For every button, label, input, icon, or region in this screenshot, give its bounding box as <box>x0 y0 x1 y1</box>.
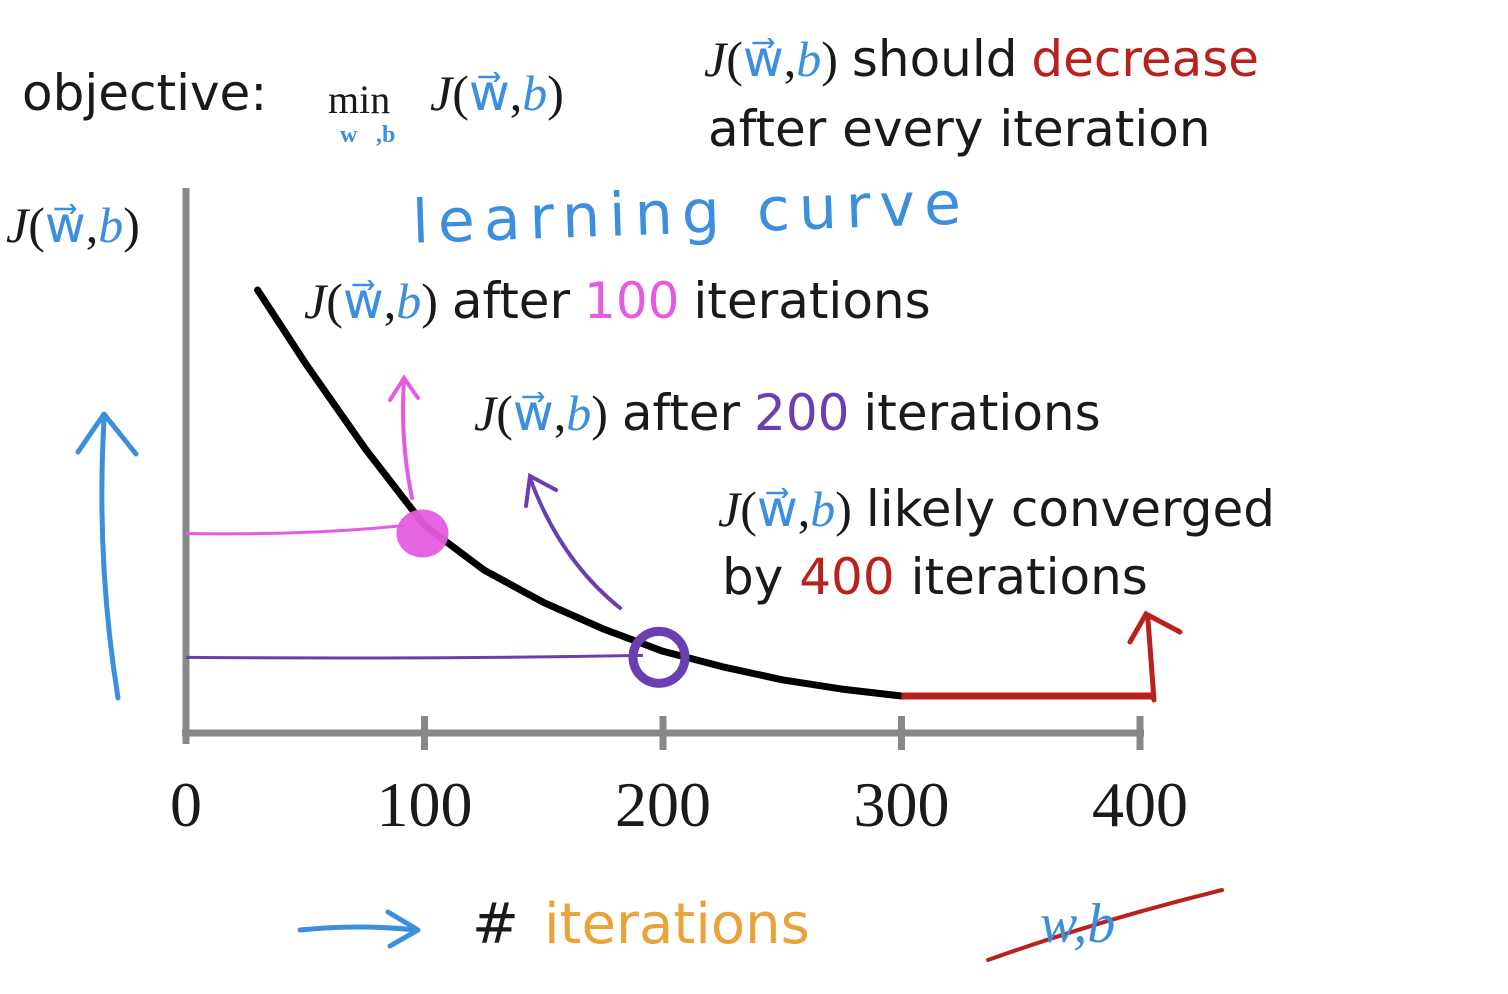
cost-curve <box>254 286 905 700</box>
annotation-200-iterations: J(w⃗,b) after 200 iterations <box>474 384 1101 442</box>
x-tick-label-300: 300 <box>854 769 950 840</box>
up-arrow-head-icon <box>75 411 139 457</box>
guide-lines <box>185 523 644 660</box>
pink-arrow-icon <box>401 378 414 500</box>
objective-label: objective: <box>22 64 268 122</box>
x-tick-label-100: 100 <box>377 769 473 840</box>
guide-line-100 <box>185 523 405 536</box>
note-decrease-line1: J(w⃗,b) should decrease <box>704 30 1260 88</box>
red-arrow-icon <box>1145 617 1157 703</box>
red-arrow-head-icon <box>1127 610 1183 645</box>
y-axis-label: J(w⃗,b) <box>6 197 140 253</box>
guide-line-200 <box>185 653 644 660</box>
purple-arrow-head-icon <box>524 472 558 508</box>
pink-arrow-head-icon <box>388 374 420 402</box>
annotation-converged-line1: J(w⃗,b) likely converged <box>718 480 1275 538</box>
note-decrease-line2: after every iteration <box>708 100 1211 158</box>
x-ticks: 0 100 200 300 400 <box>170 716 1188 840</box>
strike-through-line <box>986 888 1224 962</box>
axes <box>182 188 1144 744</box>
annotation-converged-line2: by 400 iterations <box>722 548 1148 606</box>
objective-min-subscript: w⃗,b <box>340 122 396 148</box>
annotation-100-iterations: J(w⃗,b) after 100 iterations <box>304 272 931 330</box>
crossed-out-wb: w,b <box>1040 893 1116 955</box>
x-tick-label-400: 400 <box>1092 769 1188 840</box>
series <box>254 286 1156 700</box>
right-arrow-head-icon <box>385 909 421 949</box>
purple-arrow-icon <box>528 476 622 610</box>
hand-arrows <box>75 374 1224 962</box>
up-arrow-icon <box>99 417 121 701</box>
x-tick-label-200: 200 <box>615 769 711 840</box>
decrease-word: decrease <box>1031 30 1260 88</box>
x-axis-hash: # <box>472 892 519 957</box>
objective-cost-function: J(w⃗,b) <box>430 65 564 121</box>
objective-min: min <box>328 77 391 122</box>
point-100-iterations <box>396 509 449 558</box>
point-200-iterations <box>628 626 690 688</box>
x-tick-label-0: 0 <box>170 769 202 840</box>
right-arrow-icon <box>297 924 419 933</box>
x-axis-label: iterations <box>544 892 810 957</box>
